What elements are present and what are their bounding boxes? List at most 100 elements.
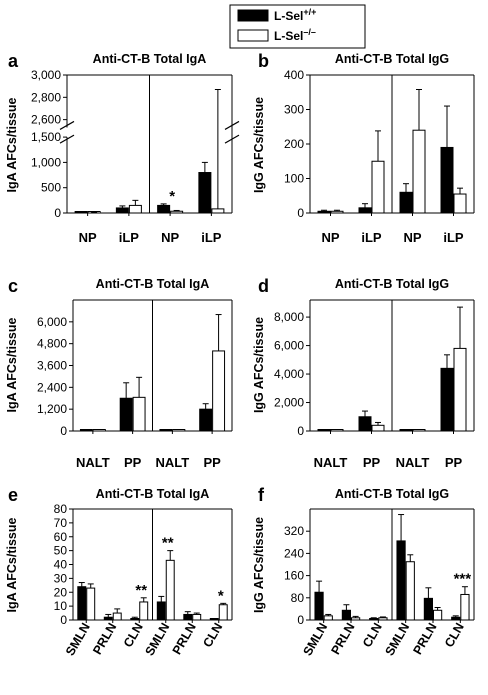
- bar-knockout: [86, 587, 96, 621]
- bar-knockout: [170, 210, 184, 214]
- panel-letter: d: [258, 276, 269, 296]
- bar-wildtype: [198, 172, 212, 214]
- y-tick-label: 20: [54, 585, 68, 599]
- x-tick-label: CLN: [200, 621, 225, 650]
- significance-mark: **: [162, 535, 174, 552]
- y-tick-label: 1,500: [31, 130, 61, 144]
- x-tick-label: NALT: [396, 455, 430, 470]
- bar-wildtype: [396, 540, 406, 621]
- y-tick-label: 2,400: [37, 380, 67, 394]
- y-tick-label: 400: [284, 68, 304, 82]
- bar-knockout: [371, 160, 385, 214]
- bar-wildtype: [317, 210, 331, 214]
- bar-knockout: [212, 350, 226, 432]
- legend-label-knockout: L-Sel–/–: [274, 27, 316, 43]
- x-tick-label: iLP: [201, 230, 222, 245]
- bar-knockout: [453, 347, 467, 432]
- bar-wildtype: [115, 207, 129, 214]
- y-tick-label: 3,600: [37, 359, 67, 373]
- x-tick-label: NP: [79, 230, 97, 245]
- y-tick-label: 0: [60, 424, 67, 438]
- significance-mark: ***: [454, 571, 472, 588]
- panel-letter: e: [8, 485, 18, 505]
- bar-knockout: [323, 615, 333, 621]
- bar-wildtype: [183, 613, 193, 621]
- panel-b: b Anti-CT-B Total IgG IgG AFCs/tissue 0 100 2…: [252, 51, 475, 245]
- y-tick-label: 0: [297, 206, 304, 220]
- bar-wildtype: [341, 609, 351, 621]
- y-tick-label: 60: [54, 530, 68, 544]
- x-tick-label: CLN: [360, 621, 385, 650]
- x-tick-label: PP: [124, 455, 142, 470]
- y-tick-label: 80: [54, 502, 68, 516]
- bar-wildtype: [358, 416, 372, 432]
- x-tick-label: NP: [161, 230, 179, 245]
- panel-f: f Anti-CT-B Total IgG IgG AFCs/tissue 0 80 16…: [252, 485, 475, 659]
- panel-e: e Anti-CT-B Total IgA IgA AFCs/tissue 01020…: [5, 485, 233, 659]
- bar-wildtype: [440, 367, 454, 432]
- bar-knockout: [330, 210, 344, 214]
- bar-knockout: [112, 612, 122, 621]
- bar-wildtype: [79, 429, 93, 432]
- panel-letter: b: [258, 51, 269, 71]
- y-tick-label: 3,000: [31, 68, 61, 82]
- x-tick-label: PRLN: [410, 621, 439, 657]
- x-tick-label: SMLN: [143, 621, 173, 659]
- x-tick-label: PRLN: [90, 621, 119, 657]
- bar-wildtype: [369, 618, 379, 621]
- panel-title: Anti-CT-B Total IgG: [335, 277, 449, 291]
- x-tick-label: iLP: [119, 230, 140, 245]
- x-tick-label: NP: [321, 230, 339, 245]
- bar-wildtype: [159, 429, 173, 432]
- y-tick-label: 2,800: [31, 90, 61, 104]
- y-axis-label: IgA AFCs/tissue: [5, 517, 19, 612]
- panel-letter: a: [8, 51, 19, 71]
- bar-knockout: [371, 424, 385, 432]
- bar-wildtype: [440, 146, 454, 214]
- bar-wildtype: [199, 408, 213, 432]
- bar-wildtype: [314, 591, 324, 621]
- panel-title: Anti-CT-B Total IgA: [96, 487, 210, 501]
- bar-wildtype: [209, 618, 219, 621]
- y-axis-label: IgG AFCs/tissue: [252, 97, 266, 193]
- x-tick-label: iLP: [361, 230, 382, 245]
- y-tick-label: 200: [284, 137, 304, 151]
- bar-wildtype: [358, 207, 372, 214]
- bar-knockout: [211, 208, 225, 214]
- x-tick-label: SMLN: [382, 621, 412, 659]
- panel-a: a Anti-CT-B Total IgA IgA AFCs/tissue 0 500 1…: [5, 51, 240, 245]
- x-tick-label: PRLN: [170, 621, 199, 657]
- x-tick-label: NALT: [156, 455, 190, 470]
- y-tick-label: 0: [54, 206, 61, 220]
- axis-break-mark: [59, 120, 75, 130]
- bar-wildtype: [317, 429, 331, 432]
- y-tick-label: 1,200: [37, 402, 67, 416]
- significance-mark: **: [135, 582, 147, 599]
- y-tick-label: 4,000: [274, 367, 304, 381]
- bar-knockout: [218, 604, 228, 621]
- x-tick-label: SMLN: [63, 621, 93, 659]
- bar-wildtype: [399, 191, 413, 214]
- y-tick-label: 40: [54, 558, 68, 572]
- legend: L-Sel+/+ L-Sel–/–: [229, 4, 366, 49]
- legend-swatch-wildtype: [237, 9, 269, 22]
- y-tick-label: 2,000: [274, 396, 304, 410]
- bar-wildtype: [103, 616, 113, 621]
- y-tick-label: 0: [297, 424, 304, 438]
- x-tick-label: PP: [445, 455, 463, 470]
- bar-knockout: [128, 204, 142, 214]
- bar-knockout: [412, 429, 426, 432]
- bar-knockout: [132, 396, 146, 432]
- panel-title: Anti-CT-B Total IgA: [93, 52, 207, 66]
- y-axis-label: IgA AFCs/tissue: [5, 97, 19, 192]
- x-tick-label: PRLN: [328, 621, 357, 657]
- bar-wildtype: [77, 586, 87, 621]
- bar-knockout: [172, 429, 186, 432]
- y-tick-label: 100: [284, 172, 304, 186]
- bar-knockout: [139, 601, 149, 621]
- y-tick-label: 160: [284, 569, 304, 583]
- significance-mark: *: [169, 188, 175, 205]
- panel-title: Anti-CT-B Total IgA: [96, 277, 210, 291]
- y-tick-label: 50: [54, 544, 68, 558]
